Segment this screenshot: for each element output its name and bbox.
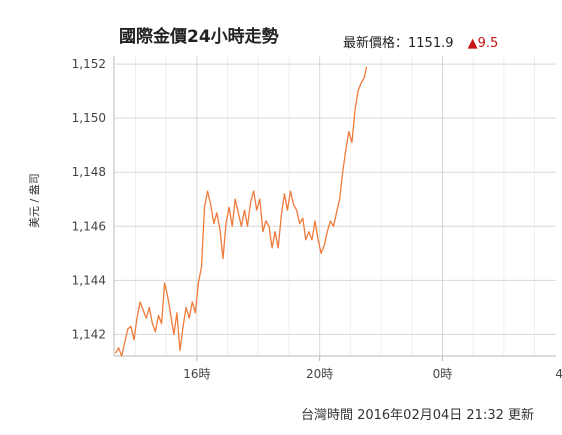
latest-price: 最新價格：1151.9 ▲9.5	[343, 32, 498, 51]
grid	[114, 56, 556, 356]
price-line	[114, 66, 368, 357]
x-tick-label: 4時	[555, 367, 562, 381]
y-tick-label: 1,152	[72, 57, 106, 71]
y-tick-label: 1,144	[72, 273, 106, 287]
price-change: ▲9.5	[467, 36, 499, 51]
x-tick-label: 0時	[433, 367, 453, 381]
series-layer	[114, 66, 368, 357]
y-tick-label: 1,146	[72, 219, 106, 233]
x-tick-label: 20時	[306, 367, 333, 381]
y-tick-label: 1,148	[72, 165, 106, 179]
chart-title: 國際金價24小時走勢	[119, 27, 279, 47]
update-timestamp: 台灣時間 2016年02月04日 21:32 更新	[300, 408, 534, 423]
y-tick-label: 1,142	[72, 327, 106, 341]
x-tick-label: 16時	[183, 367, 210, 381]
y-tick-label: 1,150	[72, 111, 106, 125]
latest-price-label: 最新價格：1151.9	[343, 36, 454, 51]
axes: 1,142 1,144 1,146 1,148 1,150 1,152 16時 20時 0時 4時	[72, 56, 562, 381]
